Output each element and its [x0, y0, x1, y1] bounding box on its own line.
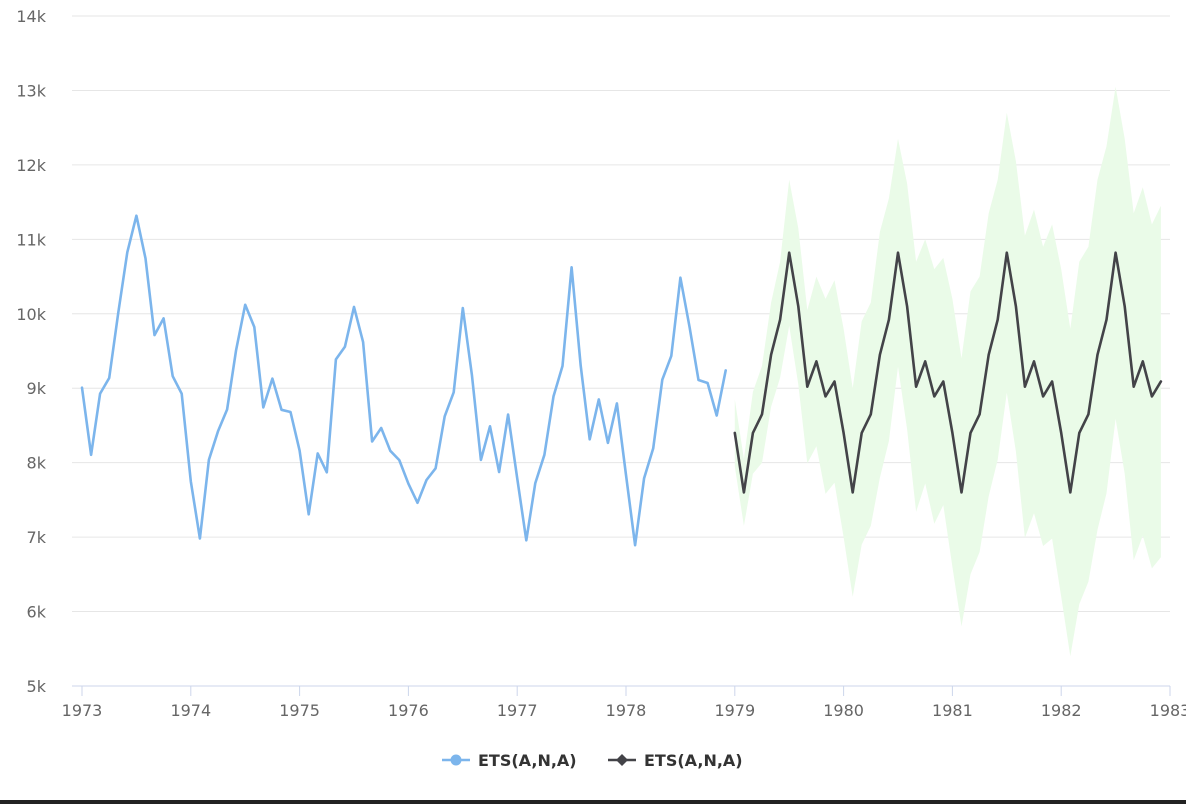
prediction-interval-band: [734, 86, 1161, 657]
y-tick-label: 10k: [16, 305, 46, 324]
x-tick-label: 1974: [170, 701, 211, 720]
legend-item-forecast: ETS(A,N,A): [608, 751, 743, 770]
y-tick-label: 8k: [27, 454, 47, 473]
y-tick-label: 5k: [27, 677, 47, 696]
x-tick-label: 1976: [388, 701, 429, 720]
x-tick-label: 1978: [606, 701, 647, 720]
legend-marker-diamond-icon: [616, 754, 628, 766]
x-tick-label: 1979: [714, 701, 755, 720]
legend-item-actual: ETS(A,N,A): [442, 751, 577, 770]
series-actual: [80, 214, 728, 547]
x-tick-label: 1983: [1150, 701, 1186, 720]
x-tick-label: 1982: [1041, 701, 1082, 720]
x-tick-label: 1977: [497, 701, 538, 720]
bottom-rule: [0, 800, 1186, 804]
x-tick-label: 1980: [823, 701, 864, 720]
series-line-forecast: [733, 251, 1163, 494]
x-tick-label: 1981: [932, 701, 973, 720]
y-tick-label: 7k: [27, 528, 47, 547]
x-tick-label: 1973: [62, 701, 103, 720]
series-forecast: [733, 251, 1163, 494]
y-tick-label: 6k: [27, 603, 47, 622]
y-tick-label: 13k: [16, 81, 46, 100]
legend: ETS(A,N,A) ETS(A,N,A): [442, 751, 743, 770]
legend-marker-circle-icon: [450, 754, 462, 766]
series-line-actual: [80, 214, 728, 547]
y-tick-label: 11k: [16, 230, 46, 249]
x-tick-label: 1975: [279, 701, 320, 720]
legend-label: ETS(A,N,A): [478, 751, 577, 770]
y-tick-label: 14k: [16, 7, 46, 26]
y-tick-label: 9k: [27, 379, 47, 398]
legend-label: ETS(A,N,A): [644, 751, 743, 770]
y-tick-label: 12k: [16, 156, 46, 175]
